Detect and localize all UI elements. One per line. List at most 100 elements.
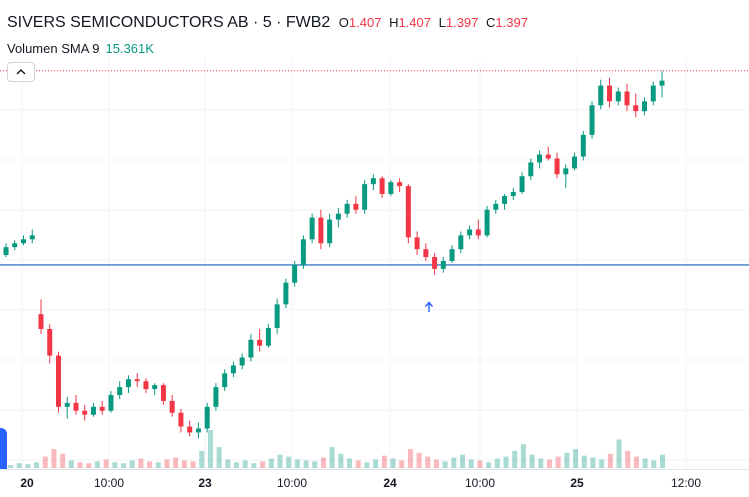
volume-bar (381, 455, 387, 468)
volume-bar (399, 460, 405, 468)
volume-bar (138, 458, 144, 468)
volume-bar (77, 462, 83, 468)
candle (344, 203, 350, 214)
chevron-up-icon (16, 69, 26, 75)
candle (3, 247, 9, 256)
candle (467, 229, 473, 236)
candle (484, 209, 490, 236)
volume-bar (8, 465, 13, 468)
candle (327, 219, 333, 244)
candle (589, 105, 595, 135)
volume-bar (225, 459, 231, 468)
volume-bar (42, 456, 48, 468)
volume-bar (216, 447, 222, 468)
candle (134, 379, 140, 382)
volume-bars (8, 430, 665, 468)
side-panel-toggle[interactable] (0, 428, 7, 476)
candle (309, 217, 315, 240)
open-key: O (338, 15, 349, 30)
candle (493, 203, 499, 210)
volume-bar (460, 454, 466, 468)
volume-bar (173, 457, 179, 468)
candle (475, 229, 481, 236)
collapse-legend-button[interactable] (7, 62, 35, 82)
candle (178, 412, 184, 427)
candle (449, 249, 455, 261)
volume-bar (190, 461, 196, 468)
volume-legend[interactable]: Volumen SMA 9 15.361K (7, 41, 154, 56)
candle (659, 80, 665, 86)
volume-bar (633, 456, 639, 468)
candle (432, 257, 438, 269)
candle (169, 400, 175, 413)
time-tick-label: 23 (198, 476, 212, 490)
candle (230, 365, 236, 374)
volume-bar (268, 458, 274, 468)
low-value: 1.397 (445, 15, 479, 30)
volume-bar (503, 456, 509, 468)
candle (187, 426, 193, 433)
candle (580, 134, 586, 157)
candle (615, 91, 621, 102)
candle (143, 381, 149, 390)
candle (458, 235, 464, 250)
candle (335, 213, 341, 220)
ohlc-values: O1.407 H1.407 L1.397 C1.397 (339, 15, 532, 30)
candle (152, 385, 158, 390)
candle (545, 154, 551, 159)
candle (370, 178, 376, 185)
candle (213, 387, 219, 407)
volume-bar (590, 457, 596, 468)
time-tick-label: 10:00 (276, 476, 308, 490)
candle (502, 195, 508, 204)
volume-bar (277, 454, 283, 468)
candle (607, 85, 613, 102)
candle (82, 410, 88, 415)
volume-bar (529, 454, 535, 468)
volume-bar (25, 464, 31, 468)
volume-bar (451, 457, 457, 468)
volume-bar (347, 458, 353, 468)
volume-label: Volumen SMA 9 (7, 41, 100, 56)
volume-bar (86, 463, 92, 468)
volume-bar (564, 452, 570, 468)
volume-bar (442, 461, 448, 468)
candle (388, 182, 394, 194)
volume-bar (416, 452, 422, 468)
volume-bar (660, 454, 665, 468)
volume-bar (486, 462, 492, 468)
symbol-legend[interactable]: SIVERS SEMICONDUCTORS AB · 5 · FWB2 O 1.4… (7, 14, 532, 32)
candle (362, 184, 368, 210)
volume-bar (477, 460, 483, 468)
candle (397, 182, 403, 187)
volume-bar (312, 461, 318, 468)
candle (519, 176, 525, 193)
volume-bar (129, 460, 135, 468)
volume-bar (425, 456, 431, 468)
volume-bar (538, 458, 544, 468)
candle (274, 304, 280, 328)
volume-bar (338, 453, 344, 468)
volume-bar (303, 460, 309, 468)
candle (117, 387, 123, 395)
candle (528, 162, 534, 177)
gridlines (0, 58, 749, 469)
symbol-name: SIVERS SEMICONDUCTORS AB · 5 · FWB2 (7, 14, 331, 31)
volume-bar (573, 449, 579, 468)
volume-bar (164, 459, 170, 468)
volume-value: 15.361K (105, 41, 154, 56)
volume-bar (512, 450, 518, 468)
time-axis[interactable] (0, 469, 749, 497)
volume-bar (112, 462, 118, 468)
candle (222, 373, 228, 388)
volume-bar (181, 460, 187, 468)
high-value: 1.407 (398, 15, 431, 30)
volume-bar (51, 449, 57, 468)
volume-bar (599, 459, 605, 468)
volume-bar (355, 460, 361, 468)
volume-bar (286, 456, 292, 468)
time-tick-label: 25 (570, 476, 584, 490)
volume-bar (260, 461, 266, 468)
candle (650, 85, 656, 102)
